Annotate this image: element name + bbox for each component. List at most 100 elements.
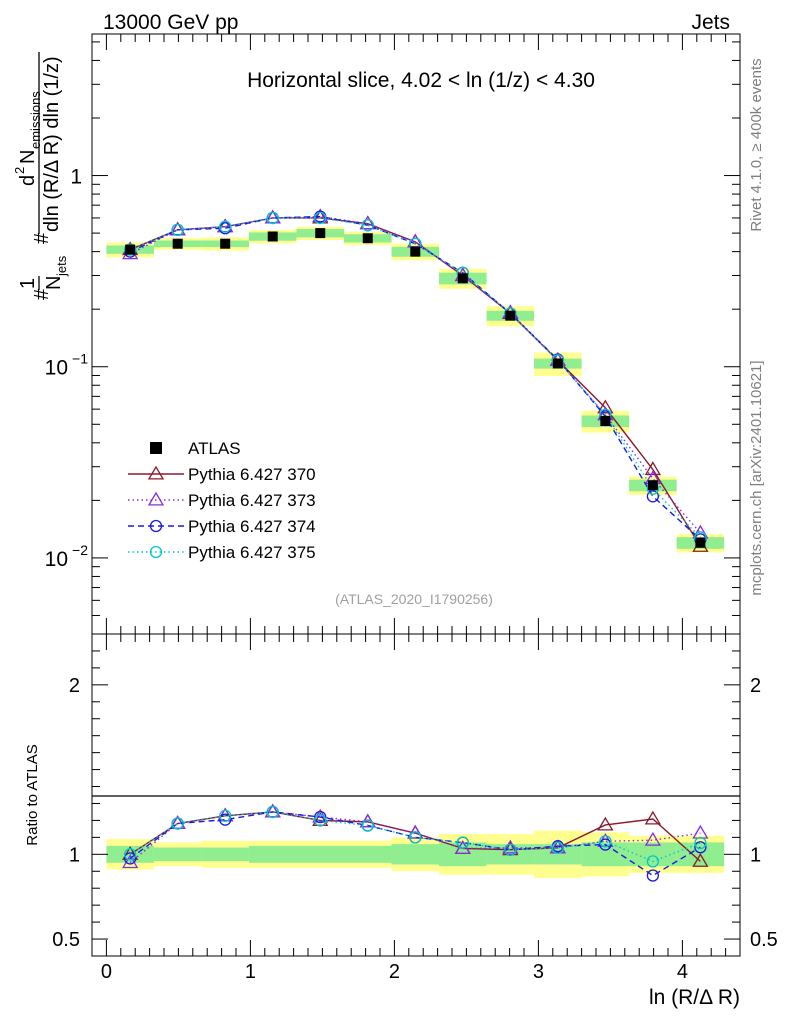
ratio-point-p370 <box>597 816 614 831</box>
ratio-ytick-label-left: 2 <box>69 675 80 697</box>
main-ytick-label: 10 <box>45 357 68 380</box>
point-p375 <box>124 243 137 256</box>
ylabel-n: N <box>43 276 65 290</box>
main-y-axis: 110−110−2 <box>45 41 740 635</box>
ratio-point-p374 <box>314 810 327 824</box>
ratio-line-p373 <box>129 811 701 864</box>
ratio-plot-panel: 2 2 1 1 0.5 0.5 0 1 2 3 4 <box>52 633 778 983</box>
legend-item-p374: Pythia 6.427 374 <box>128 517 316 536</box>
ratio-point-p374 <box>694 841 707 854</box>
xtick-label: 1 <box>245 961 256 983</box>
ratio-band-inner-6 <box>391 844 440 865</box>
atlas-point <box>552 358 563 369</box>
ratio-band-inner-2 <box>201 847 249 862</box>
main-series <box>122 208 709 552</box>
ratio-line-p374 <box>129 811 701 877</box>
main-ytick-exponent: −2 <box>72 542 88 558</box>
jets-label: Jets <box>691 11 730 34</box>
rivet-version-label: Rivet 4.1.0, ≥ 400k events <box>748 58 765 231</box>
ylabel-jets: jets <box>54 255 69 277</box>
ratio-point-p375 <box>551 841 564 854</box>
ratio-point-p370 <box>644 810 662 825</box>
ratio-point-p375 <box>646 855 660 868</box>
legend-label-p374: Pythia 6.427 374 <box>188 517 316 536</box>
atlas-point <box>695 537 706 548</box>
point-p374 <box>646 490 660 503</box>
ratio-band-inner-5 <box>344 845 392 863</box>
ratio-point-p370 <box>692 853 709 867</box>
point-p373 <box>359 215 376 230</box>
ratio-point-p375 <box>171 817 184 830</box>
ratio-band-inner-1 <box>153 847 202 862</box>
energy-label: 13000 GeV pp <box>103 11 238 34</box>
analysis-watermark: (ATLAS_2020_I1790256) <box>335 591 493 607</box>
ratio-point-p375 <box>361 819 374 832</box>
ratio-point-p375 <box>314 814 327 827</box>
main-y-axis-label: # 1 N jets # d 2 N emissions dln (R/Δ R)… <box>12 52 69 300</box>
ratio-point-p375 <box>456 836 469 849</box>
legend-item-atlas: ATLAS <box>150 439 241 458</box>
legend-item-p375: Pythia 6.427 375 <box>128 543 316 562</box>
point-p370 <box>597 399 614 414</box>
series-line-p375 <box>129 217 701 538</box>
point-p375 <box>219 220 232 233</box>
ratio-series <box>122 803 709 882</box>
ratio-band-inner-11 <box>629 842 677 867</box>
ratio-plot-frame <box>91 633 741 957</box>
ratio-point-p375 <box>599 835 612 848</box>
xtick-label: 2 <box>389 961 400 983</box>
atlas-point <box>362 233 373 244</box>
main-ytick-exponent: −1 <box>72 351 88 367</box>
ratio-ytick-label-right: 1 <box>750 844 761 866</box>
ratio-band-inner-3 <box>248 845 297 863</box>
ylabel-one: 1 <box>17 278 39 289</box>
ratio-point-p375 <box>504 843 517 856</box>
ratio-y-axis: 2 2 1 1 0.5 0.5 <box>52 650 778 951</box>
ratio-band-inner-7 <box>439 842 487 867</box>
ratio-ytick-label-right: 2 <box>750 675 761 697</box>
point-p375 <box>266 211 279 225</box>
atlas-points <box>125 228 706 548</box>
ratio-band-inner-10 <box>581 842 630 867</box>
ratio-point-p373 <box>502 839 519 854</box>
atlas-point <box>410 246 421 257</box>
ylabel-hash2: # <box>31 232 53 244</box>
ratio-ytick-label-right: 0.5 <box>750 929 778 951</box>
atlas-point <box>647 480 658 491</box>
ratio-point-p375 <box>409 831 422 844</box>
series-line-p373 <box>129 215 701 534</box>
legend-item-p373: Pythia 6.427 373 <box>128 491 316 510</box>
ratio-point-p373 <box>644 831 662 846</box>
ratio-point-p375 <box>219 809 232 822</box>
xtick-label: 4 <box>677 961 688 983</box>
atlas-point <box>600 416 611 427</box>
atlas-point <box>505 310 516 321</box>
xtick-label: 3 <box>533 961 544 983</box>
ratio-ytick-label-left: 0.5 <box>52 929 80 951</box>
legend-label-p370: Pythia 6.427 370 <box>188 465 316 484</box>
main-ytick-label: 10 <box>45 548 68 571</box>
point-p375 <box>314 211 327 225</box>
ylabel-d2-exp: 2 <box>12 167 27 174</box>
main-plot-panel: 110−110−2 Horizontal slice, 4.02 < ln (1… <box>45 33 741 635</box>
point-p375 <box>361 219 374 232</box>
ratio-point-p374 <box>124 852 137 865</box>
ratio-series-p375 <box>124 805 707 868</box>
atlas-point <box>220 238 231 249</box>
ratio-point-p375 <box>124 848 137 861</box>
ylabel-denominator: dln (R/Δ R) dln (1/z) <box>41 56 63 232</box>
legend-label-atlas: ATLAS <box>188 439 241 458</box>
ylabel-d2: d <box>17 175 39 186</box>
main-x-ticks <box>105 34 727 634</box>
ratio-ytick-label-left: 1 <box>69 844 80 866</box>
legend-marker-p374 <box>149 519 163 533</box>
ratio-point-p375 <box>694 836 707 850</box>
ratio-band-inner-4 <box>296 845 344 863</box>
point-p375 <box>171 223 184 236</box>
atlas-point <box>457 273 468 284</box>
mcplots-label: mcplots.cern.ch [arXiv:2401.10621] <box>748 360 765 595</box>
ratio-point-p374 <box>219 813 232 826</box>
ratio-point-p374 <box>599 838 612 851</box>
legend: ATLAS Pythia 6.427 370 Pythia 6.427 373 Pyt… <box>128 439 316 562</box>
